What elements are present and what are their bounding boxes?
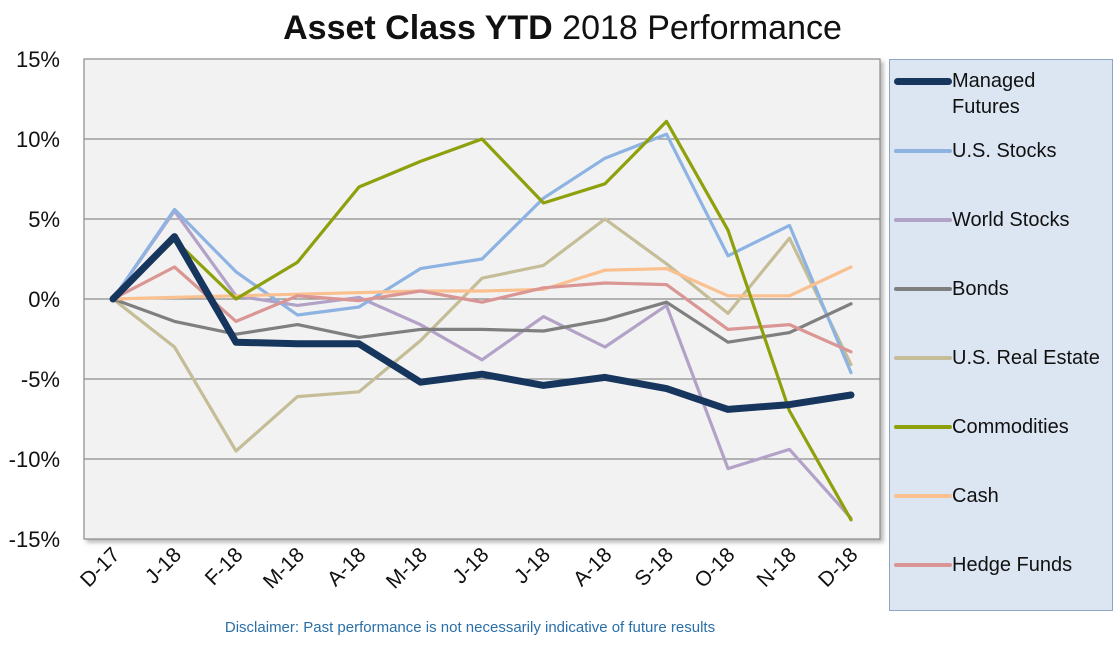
legend-label: Commodities bbox=[952, 416, 1069, 438]
chart-title: Asset Class YTD 2018 Performance bbox=[0, 8, 1117, 48]
series-line-u-s-real-estate bbox=[111, 217, 853, 453]
x-axis-ticks: D-17 J-18 F-18 M-18 A-18 M-18 J-18 J-18 A-18 S-18… bbox=[76, 543, 862, 593]
series-line-cash bbox=[111, 265, 853, 301]
series-line-u-s-stocks bbox=[111, 132, 853, 375]
legend-swatch bbox=[894, 218, 952, 222]
y-tick-label: -5% bbox=[21, 367, 60, 392]
series-line-hedge-funds bbox=[111, 265, 853, 354]
series-line-managed-futures bbox=[109, 233, 855, 413]
y-tick-label: -15% bbox=[9, 527, 60, 552]
y-tick-label: 10% bbox=[16, 127, 60, 152]
legend-label: Bonds bbox=[952, 278, 1009, 300]
legend-label: Hedge Funds bbox=[952, 554, 1073, 576]
series-lines bbox=[109, 119, 855, 522]
x-tick-label: J-18 bbox=[510, 543, 555, 588]
x-tick-label: O-18 bbox=[690, 543, 739, 592]
x-tick-label: F-18 bbox=[201, 543, 248, 590]
x-tick-label: D-17 bbox=[76, 543, 124, 591]
chart-title-regular: 2018 Performance bbox=[552, 9, 842, 47]
legend-label: U.S. Real Estate bbox=[952, 347, 1100, 369]
grid-lines bbox=[84, 138, 880, 460]
legend-label: Managed Futures bbox=[952, 70, 1036, 118]
y-tick-label: -10% bbox=[9, 447, 60, 472]
x-tick-label: M-18 bbox=[259, 543, 309, 593]
y-tick-label: 5% bbox=[28, 207, 60, 232]
y-tick-label: 0% bbox=[28, 287, 60, 312]
legend-swatch bbox=[894, 287, 952, 291]
legend-label: U.S. Stocks bbox=[952, 140, 1057, 162]
legend-swatch bbox=[894, 494, 952, 498]
x-tick-label: A-18 bbox=[569, 543, 617, 591]
x-tick-label: J-18 bbox=[141, 543, 186, 588]
x-tick-label: S-18 bbox=[630, 543, 678, 591]
series-line-bonds bbox=[111, 297, 853, 344]
x-tick-label: D-18 bbox=[814, 543, 862, 591]
legend-swatch bbox=[894, 149, 952, 153]
x-tick-label: A-18 bbox=[323, 543, 371, 591]
legend-label: Cash bbox=[952, 485, 999, 507]
x-tick-label: N-18 bbox=[753, 543, 801, 591]
legend-swatch bbox=[894, 77, 952, 85]
chart-title-bold: Asset Class YTD bbox=[283, 9, 553, 47]
series-line-commodities bbox=[111, 119, 853, 522]
x-tick-label: M-18 bbox=[382, 543, 432, 593]
legend-swatch bbox=[894, 563, 952, 567]
y-axis-ticks: 15% 10% 5% 0% -5% -10% -15% bbox=[9, 47, 60, 552]
disclaimer: Disclaimer: Past performance is not nece… bbox=[224, 619, 716, 636]
legend-swatch bbox=[894, 356, 952, 360]
y-tick-label: 15% bbox=[16, 47, 60, 72]
legend-label: World Stocks bbox=[952, 209, 1070, 231]
x-tick-label: J-18 bbox=[448, 543, 493, 588]
legend-swatch bbox=[894, 425, 952, 429]
chart-legend: Managed Futures U.S. Stocks World Stocks Bo… bbox=[889, 59, 1113, 611]
